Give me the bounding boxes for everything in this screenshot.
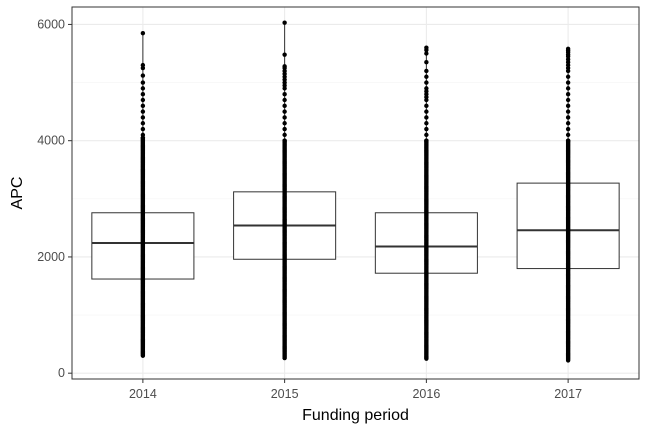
outlier-point: [424, 68, 429, 74]
outlier-point: [565, 121, 571, 126]
data-points: [140, 30, 146, 358]
outlier-point: [565, 115, 571, 120]
outlier-point: [140, 65, 146, 71]
outlier-point: [140, 126, 146, 132]
outlier-point: [282, 132, 287, 138]
data-layer: [91, 20, 620, 363]
outlier-point: [140, 103, 146, 109]
y-tick-label: 4000: [37, 134, 65, 148]
outlier-point: [282, 103, 287, 109]
outlier-point: [424, 115, 429, 120]
outlier-point: [140, 30, 146, 36]
outlier-point: [282, 138, 287, 143]
outlier-point: [282, 109, 287, 114]
axis-layer: 0 2000 4000 6000 2014 2015 2016 2017: [37, 17, 582, 401]
outlier-point: [565, 132, 571, 138]
x-tick-label: 2016: [412, 387, 440, 401]
outlier-point: [424, 47, 429, 53]
data-points: [424, 45, 429, 361]
outlier-point: [282, 126, 287, 132]
x-tick-label: 2015: [271, 387, 299, 401]
outlier-point: [140, 109, 146, 114]
outlier-point: [140, 86, 146, 91]
outlier-point: [565, 68, 571, 74]
outlier-point: [565, 80, 571, 85]
outlier-point: [424, 60, 429, 65]
outlier-point: [565, 103, 571, 109]
box-group-2015: [233, 20, 337, 361]
outlier-point: [424, 109, 429, 114]
data-points: [282, 20, 287, 361]
outlier-point: [424, 74, 429, 79]
outlier-point: [424, 138, 429, 143]
x-axis-title: Funding period: [302, 407, 409, 424]
y-axis-title: APC: [9, 177, 26, 210]
outlier-point: [140, 135, 146, 140]
x-tick-label: 2014: [129, 387, 157, 401]
outlier-point: [282, 115, 287, 120]
outlier-point: [140, 73, 146, 78]
outlier-point: [424, 80, 429, 85]
y-tick-label: 6000: [37, 17, 65, 31]
outlier-point: [424, 103, 429, 109]
box-group-2017: [516, 46, 620, 363]
outlier-point: [140, 91, 146, 97]
outlier-point: [282, 97, 287, 103]
outlier-point: [565, 74, 571, 79]
outlier-point: [565, 86, 571, 91]
outlier-point: [424, 132, 429, 138]
outlier-point: [424, 97, 429, 103]
outlier-point: [282, 86, 287, 91]
y-tick-label: 0: [58, 366, 65, 380]
x-tick-label: 2017: [554, 387, 582, 401]
panel-border: [71, 6, 640, 380]
outlier-point: [565, 126, 571, 132]
outlier-point: [282, 20, 287, 25]
outlier-point: [140, 97, 146, 103]
outlier-point: [565, 97, 571, 103]
outlier-point: [282, 91, 287, 97]
outlier-point: [282, 121, 287, 126]
outlier-point: [140, 121, 146, 126]
outlier-point: [565, 138, 571, 143]
outlier-point: [424, 126, 429, 132]
outlier-point: [282, 52, 287, 57]
outlier-point: [140, 80, 146, 85]
outlier-point: [140, 115, 146, 120]
outlier-point: [424, 51, 429, 56]
box-group-2016: [374, 45, 478, 361]
outlier-point: [424, 121, 429, 126]
box-group-2014: [91, 30, 195, 358]
outlier-point: [565, 109, 571, 114]
outlier-point: [565, 91, 571, 97]
data-points: [565, 46, 571, 363]
y-tick-label: 2000: [37, 250, 65, 264]
